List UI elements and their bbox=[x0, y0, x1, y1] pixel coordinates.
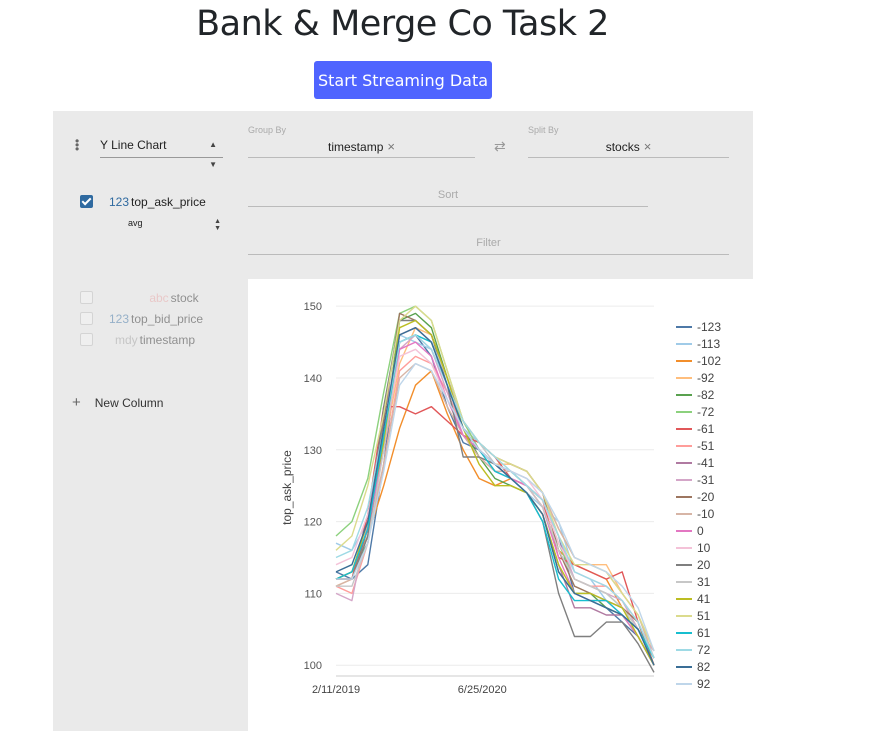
inactive-column-top-bid-price[interactable]: 123 top_bid_price bbox=[109, 312, 203, 326]
series-line bbox=[336, 312, 655, 666]
legend-entry: -92 bbox=[697, 371, 715, 385]
y-tick-label: 140 bbox=[304, 373, 322, 385]
split-by-label: Split By bbox=[528, 125, 559, 135]
series-line bbox=[335, 355, 655, 659]
select-arrows-icon: ▲ ▼ bbox=[214, 218, 221, 232]
legend-entry: 92 bbox=[697, 677, 711, 691]
column-name: top_bid_price bbox=[131, 312, 204, 326]
series-line bbox=[335, 305, 655, 659]
series-line bbox=[335, 327, 655, 652]
x-tick-label: 6/25/2020 bbox=[458, 684, 507, 696]
settings-menu-icon[interactable]: • • • bbox=[75, 134, 80, 156]
y-tick-label: 100 bbox=[304, 660, 322, 672]
column-type-tag: mdy bbox=[115, 333, 138, 347]
series-line bbox=[335, 312, 655, 666]
series-line bbox=[336, 362, 655, 652]
y-tick-label: 130 bbox=[304, 445, 322, 457]
remove-split-by-icon[interactable]: × bbox=[643, 139, 652, 154]
sort-field[interactable]: Sort bbox=[248, 184, 648, 207]
y-tick-label: 120 bbox=[304, 517, 322, 529]
filter-field[interactable]: Filter bbox=[248, 232, 729, 255]
column-name: top_ask_price bbox=[131, 195, 206, 209]
series-line bbox=[335, 319, 655, 666]
legend-entry: 61 bbox=[697, 626, 711, 640]
series-line bbox=[335, 334, 655, 659]
legend-entry: 41 bbox=[697, 592, 711, 606]
plugin-select-value: Y Line Chart bbox=[100, 138, 167, 152]
column-name: timestamp bbox=[139, 333, 196, 347]
plus-icon: + bbox=[72, 394, 81, 411]
legend-entry: 20 bbox=[697, 558, 711, 572]
legend-entry: -82 bbox=[697, 388, 715, 402]
plugin-select[interactable]: Y Line Chart ▲ ▼ bbox=[100, 135, 223, 169]
column-type-tag: 123 bbox=[109, 195, 130, 209]
legend-entry: -41 bbox=[697, 456, 715, 470]
column-checkbox-top-ask-price[interactable] bbox=[80, 195, 93, 208]
series-line bbox=[335, 334, 655, 659]
group-by-field[interactable]: timestamp × bbox=[248, 135, 475, 158]
swap-pivots-icon[interactable]: ⇄ bbox=[494, 138, 506, 154]
series-line bbox=[336, 319, 655, 673]
column-name: stock bbox=[170, 291, 199, 305]
select-arrows-icon: ▲ ▼ bbox=[209, 140, 217, 169]
legend-entry: 72 bbox=[697, 643, 711, 657]
legend-entry: -61 bbox=[697, 422, 715, 436]
inactive-column-timestamp[interactable]: mdy timestamp bbox=[115, 333, 195, 347]
y-axis-label: top_ask_price bbox=[280, 450, 294, 525]
legend-entry: -72 bbox=[697, 405, 715, 419]
column-checkbox-top-bid-price[interactable] bbox=[80, 312, 93, 325]
column-checkbox-stock[interactable] bbox=[80, 291, 93, 304]
legend-entry: 51 bbox=[697, 609, 711, 623]
group-by-label: Group By bbox=[248, 125, 287, 135]
y-tick-label: 150 bbox=[304, 301, 322, 313]
inactive-column-stock[interactable]: abc stock bbox=[109, 291, 239, 305]
start-streaming-button[interactable]: Start Streaming Data bbox=[314, 61, 492, 99]
aggregate-value: avg bbox=[128, 218, 143, 228]
legend-entry: 31 bbox=[697, 575, 711, 589]
aggregate-select[interactable]: avg ▲ ▼ bbox=[128, 218, 221, 232]
legend-entry: -113 bbox=[697, 337, 720, 351]
group-by-pill: timestamp bbox=[328, 140, 384, 154]
legend-entry: -10 bbox=[697, 507, 715, 521]
series-line bbox=[336, 334, 655, 659]
column-type-tag: abc bbox=[149, 291, 169, 305]
x-tick-label: 2/11/2019 bbox=[312, 684, 360, 696]
split-by-field[interactable]: stocks × bbox=[528, 135, 729, 158]
legend-entry: 82 bbox=[697, 660, 711, 674]
remove-group-by-icon[interactable]: × bbox=[387, 139, 395, 154]
legend-entry: -31 bbox=[697, 473, 715, 487]
legend-entry: -20 bbox=[697, 490, 715, 504]
active-column-top-ask-price[interactable]: 123 top_ask_price bbox=[109, 195, 206, 209]
series-line bbox=[335, 334, 655, 659]
page-title: Bank & Merge Co Task 2 bbox=[196, 4, 609, 44]
legend-entry: -102 bbox=[697, 354, 721, 368]
legend-entry: -123 bbox=[697, 320, 721, 334]
column-type-tag: 123 bbox=[109, 312, 130, 326]
new-column-button[interactable]: + New Column bbox=[72, 394, 163, 411]
column-sidebar: • • • Y Line Chart ▲ ▼ 123 top_ask_price avg… bbox=[53, 111, 248, 731]
legend-entry: 10 bbox=[697, 541, 711, 555]
y-tick-label: 110 bbox=[304, 588, 322, 600]
legend-entry: -51 bbox=[697, 439, 715, 453]
chart-area: 150 140 130 120 110 100 2/11/2019 6/25/2020 top_… bbox=[248, 279, 753, 731]
column-checkbox-timestamp[interactable] bbox=[80, 333, 93, 346]
new-column-label: New Column bbox=[94, 396, 164, 410]
legend-entry: 0 bbox=[697, 524, 704, 538]
split-by-pill: stocks bbox=[605, 140, 640, 154]
series-line bbox=[335, 334, 655, 652]
